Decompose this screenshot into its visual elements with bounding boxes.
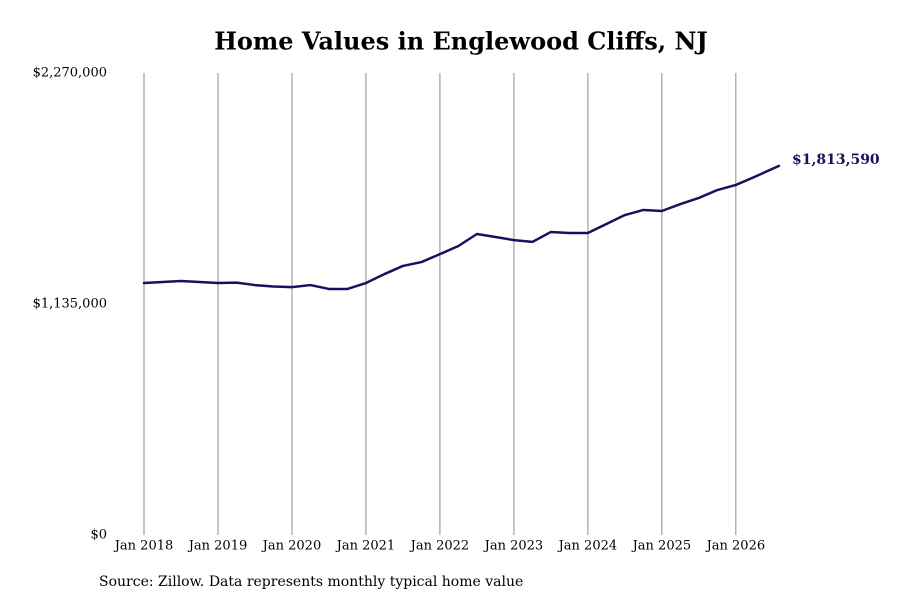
x-tick-label: Jan 2020 bbox=[261, 539, 322, 554]
chart-title: Home Values in Englewood Cliffs, NJ bbox=[214, 27, 708, 56]
x-tick-label: Jan 2022 bbox=[409, 539, 470, 554]
x-tick-label: Jan 2023 bbox=[483, 539, 544, 554]
x-tick-label: Jan 2018 bbox=[113, 539, 174, 554]
y-tick-label: $2,270,000 bbox=[33, 66, 107, 81]
x-tick-label: Jan 2024 bbox=[557, 539, 618, 554]
y-tick-label: $1,135,000 bbox=[33, 297, 107, 312]
x-tick-label: Jan 2026 bbox=[705, 539, 766, 554]
x-tick-label: Jan 2021 bbox=[335, 539, 396, 554]
x-tick-label: Jan 2019 bbox=[187, 539, 248, 554]
y-tick-label: $0 bbox=[90, 528, 107, 543]
x-tick-label: Jan 2025 bbox=[631, 539, 692, 554]
source-note: Source: Zillow. Data represents monthly … bbox=[99, 574, 523, 590]
line-series bbox=[142, 164, 781, 291]
end-value-label: $1,813,590 bbox=[792, 152, 880, 168]
